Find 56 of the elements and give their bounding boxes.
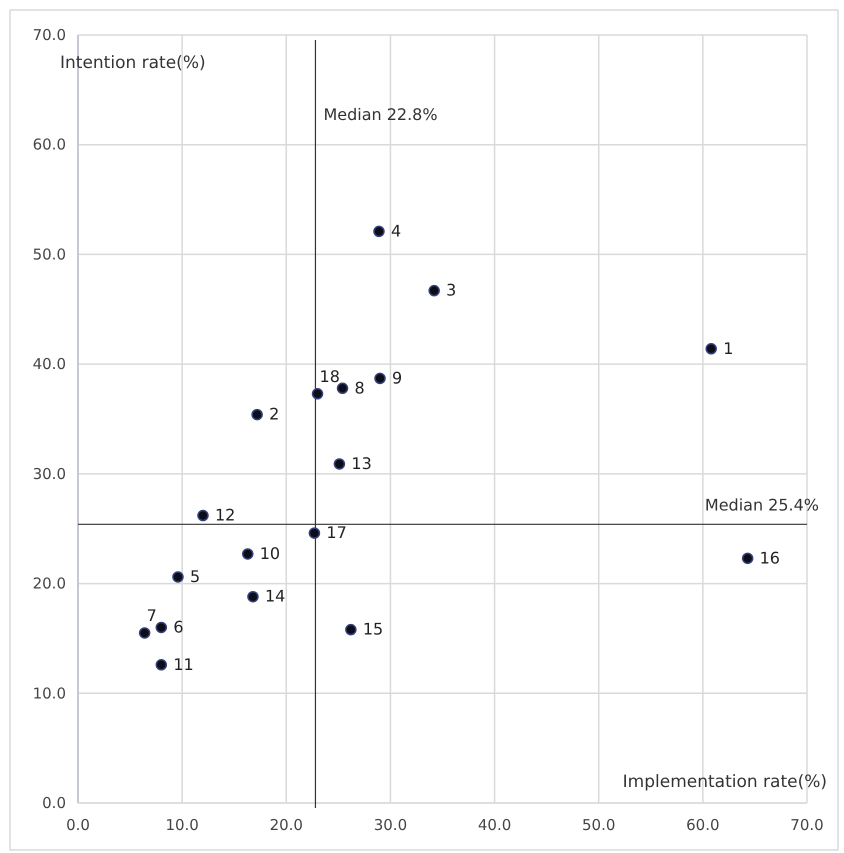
annotation: 14 [264,586,286,606]
y-tick-label: 70.0 [32,26,66,44]
x-tick-label: 20.0 [270,816,303,834]
point [312,388,324,400]
annotation: 18 [320,366,340,386]
annotation: 12 [214,506,236,525]
point [251,408,263,420]
annotation: 13 [351,454,372,473]
annotation: 17 [326,523,347,542]
annotation: 4 [390,221,402,240]
point [742,552,754,564]
x-axis-title: Implementation rate(%) [622,772,827,792]
y-tick-label: 10.0 [32,684,66,702]
point [334,458,346,470]
annotation: 2 [269,404,280,424]
annotation: 9 [392,368,402,388]
y-axis-title: Intention rate(%) [60,53,206,73]
ref-line-label: Median 22.8% [323,105,438,124]
annotation: 15 [362,620,384,639]
point [705,343,717,355]
x-tick-label: 0.0 [66,816,90,834]
ref-line-label: Median 25.4% [704,495,819,514]
point [172,571,184,583]
y-tick-label: 0.0 [42,794,66,812]
annotation: 6 [173,617,184,636]
point [138,627,150,639]
x-tick-label: 30.0 [374,816,408,834]
point [345,624,357,636]
annotation: 11 [173,654,194,674]
x-tick-label: 70.0 [790,816,824,834]
point [242,548,254,560]
y-tick-label: 30.0 [32,464,66,483]
y-tick-label: 50.0 [32,245,66,264]
annotation: 1 [723,338,734,358]
y-tick-label: 60.0 [32,136,66,154]
annotation: 16 [760,548,780,568]
annotation: 3 [446,280,456,300]
point [247,590,259,602]
y-tick-label: 20.0 [32,574,66,593]
point [156,622,168,634]
annotation: 8 [354,378,365,398]
point [428,284,440,296]
point [373,226,385,238]
point [308,527,320,539]
annotation: 10 [260,544,280,563]
point [156,659,168,671]
annotation: 7 [146,606,157,625]
point [197,510,209,522]
point [336,382,348,394]
point [374,372,386,384]
x-tick-label: 40.0 [478,816,512,834]
annotation: 5 [190,566,200,586]
y-tick-label: 40.0 [32,355,66,374]
x-tick-label: 10.0 [165,816,199,834]
x-tick-label: 60.0 [686,816,720,834]
x-tick-label: 50.0 [582,816,616,834]
